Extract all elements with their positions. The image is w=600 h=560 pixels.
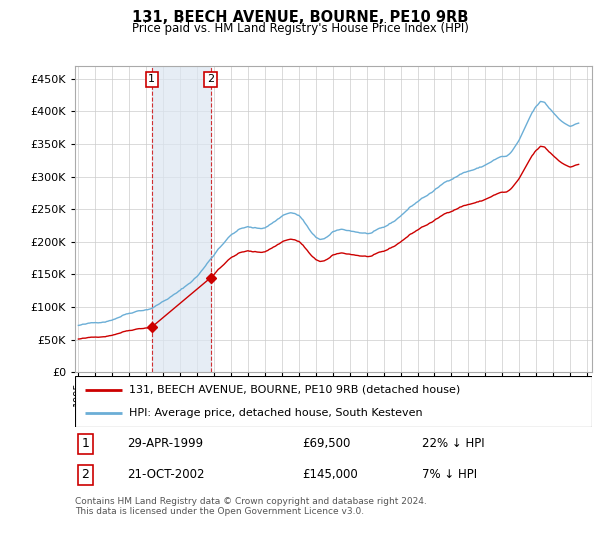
Text: 1: 1 xyxy=(82,437,89,450)
Text: Price paid vs. HM Land Registry's House Price Index (HPI): Price paid vs. HM Land Registry's House … xyxy=(131,22,469,35)
Bar xyxy=(152,66,211,372)
Text: 131, BEECH AVENUE, BOURNE, PE10 9RB (detached house): 131, BEECH AVENUE, BOURNE, PE10 9RB (det… xyxy=(130,385,461,395)
Text: 7% ↓ HPI: 7% ↓ HPI xyxy=(422,468,476,481)
Text: 2: 2 xyxy=(207,74,214,85)
Text: HPI: Average price, detached house, South Kesteven: HPI: Average price, detached house, Sout… xyxy=(130,408,423,418)
Text: 2: 2 xyxy=(82,468,89,481)
Text: £145,000: £145,000 xyxy=(302,468,358,481)
Text: 21-OCT-2002: 21-OCT-2002 xyxy=(127,468,204,481)
Text: £69,500: £69,500 xyxy=(302,437,351,450)
Text: 22% ↓ HPI: 22% ↓ HPI xyxy=(422,437,484,450)
Text: 1: 1 xyxy=(148,74,155,85)
Text: 131, BEECH AVENUE, BOURNE, PE10 9RB: 131, BEECH AVENUE, BOURNE, PE10 9RB xyxy=(132,10,468,25)
Text: 29-APR-1999: 29-APR-1999 xyxy=(127,437,203,450)
Text: Contains HM Land Registry data © Crown copyright and database right 2024.
This d: Contains HM Land Registry data © Crown c… xyxy=(75,497,427,516)
